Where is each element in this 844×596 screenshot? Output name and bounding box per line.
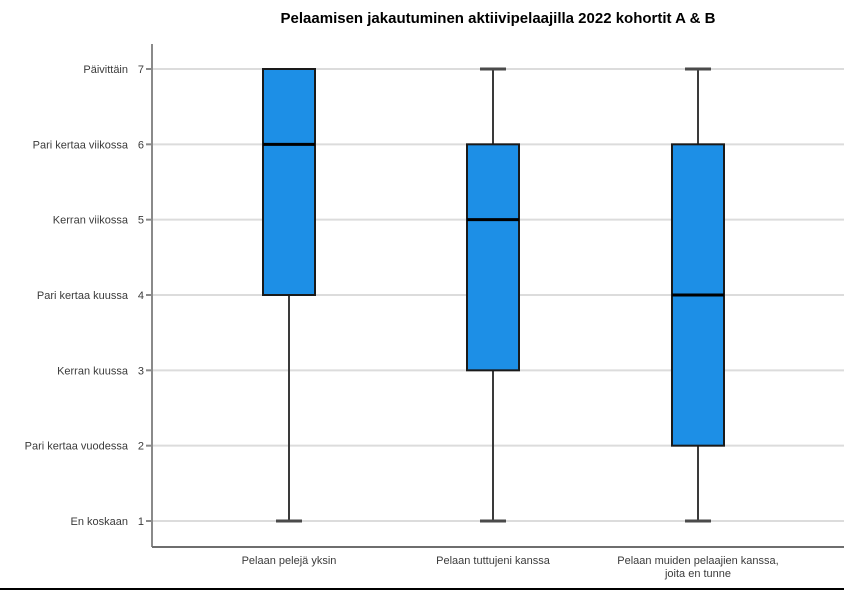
y-tick-label: En koskaan — [71, 516, 128, 528]
y-tick-number: 7 — [138, 64, 144, 76]
y-tick-number: 4 — [138, 290, 144, 302]
box — [262, 68, 316, 296]
y-tick-number: 3 — [138, 365, 144, 377]
y-tick-label: Pari kertaa kuussa — [37, 290, 129, 302]
y-tick-number: 6 — [138, 139, 144, 151]
x-category-label: Pelaan muiden pelaajien kanssa, — [617, 555, 778, 567]
y-tick-label: Kerran kuussa — [57, 365, 129, 377]
x-category-label: joita en tunne — [664, 568, 731, 580]
chart-title: Pelaamisen jakautuminen aktiivipelaajill… — [280, 10, 716, 27]
y-tick-label: Kerran viikossa — [53, 215, 129, 227]
y-tick-label: Pari kertaa viikossa — [33, 139, 129, 151]
page-bottom-divider — [0, 588, 844, 590]
box — [466, 143, 520, 372]
y-tick-label: Päivittäin — [83, 64, 128, 76]
y-tick-label: Pari kertaa vuodessa — [25, 441, 129, 453]
y-tick-number: 1 — [138, 516, 144, 528]
y-tick-number: 5 — [138, 215, 144, 227]
y-tick-number: 2 — [138, 441, 144, 453]
x-category-label: Pelaan tuttujeni kanssa — [436, 555, 551, 567]
x-category-label: Pelaan pelejä yksin — [242, 555, 337, 567]
